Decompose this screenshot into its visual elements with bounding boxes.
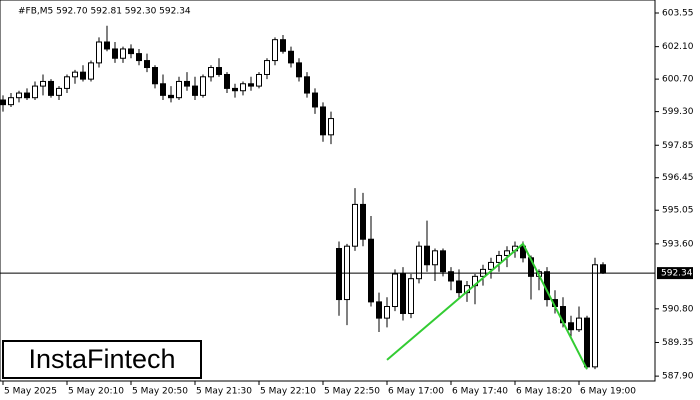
last-price-box (657, 267, 693, 280)
x-tick-label: 6 May 18:20 (516, 387, 572, 397)
candle-body (232, 87, 238, 92)
y-tick-label: 596.45 (662, 173, 694, 183)
y-tick-label: 593.60 (662, 239, 694, 249)
candle-body (592, 264, 598, 368)
candle-body (144, 60, 150, 69)
candle-body (152, 67, 158, 85)
candle-body (160, 83, 166, 96)
last-price-label: 592.34 (661, 269, 693, 279)
candle-body (600, 264, 606, 274)
candle-body (288, 50, 294, 64)
candle-body (456, 280, 462, 294)
candle-body (272, 39, 278, 62)
candle-body (104, 41, 110, 50)
candle-body (184, 80, 190, 87)
candle-body (408, 278, 414, 314)
candle-body (384, 306, 390, 319)
y-tick-label: 599.30 (662, 107, 694, 117)
candle-body (200, 76, 206, 96)
candle-body (208, 67, 214, 78)
x-tick-label: 5 May 22:50 (324, 387, 380, 397)
candle-body (112, 48, 118, 59)
x-tick-label: 5 May 21:30 (196, 387, 252, 397)
candle-body (584, 317, 590, 368)
candle-body (440, 250, 446, 273)
candle-body (392, 273, 398, 308)
candle-body (320, 106, 326, 136)
candle-body (368, 238, 374, 303)
candle-body (400, 273, 406, 314)
y-tick-label: 603.55 (662, 8, 694, 18)
candle-body (488, 261, 494, 270)
candle-body (80, 71, 86, 80)
candle-body (8, 97, 14, 106)
candle-body (48, 80, 54, 96)
y-tick-label: 602.10 (662, 42, 694, 52)
candle-body (32, 85, 38, 99)
y-tick-label: 590.80 (662, 304, 694, 314)
candle-body (568, 322, 574, 331)
pattern-line (386, 242, 588, 370)
candle-body (240, 83, 246, 92)
candle-body (72, 71, 78, 78)
candle-body (336, 248, 342, 301)
candle-body (376, 301, 382, 319)
candle-body (0, 99, 6, 106)
candle-body (136, 53, 142, 62)
y-tick-label: 587.90 (662, 372, 694, 382)
candle-body (256, 73, 262, 87)
logo: InstaFintech (28, 344, 175, 374)
candle-body (328, 118, 334, 136)
candle-body (264, 60, 270, 75)
y-tick-label: 600.70 (662, 75, 694, 85)
x-tick-label: 5 May 22:10 (260, 387, 316, 397)
candle-body (416, 245, 422, 280)
chart-title: #FB,M5 592.70 592.81 592.30 592.34 (18, 7, 191, 17)
candle-body (424, 245, 430, 266)
candle-body (168, 94, 174, 99)
candle-body (352, 203, 358, 247)
candle-body (280, 39, 286, 52)
candle-body (448, 271, 454, 282)
y-tick-label: 595.05 (662, 206, 694, 216)
candle-body (192, 85, 198, 96)
candle-body (64, 76, 70, 89)
candle-body (312, 92, 318, 108)
plot-frame (0, 0, 656, 382)
candle-body (360, 203, 366, 240)
candle-body (120, 48, 126, 59)
candle-body (96, 41, 102, 64)
candle-body (40, 80, 46, 87)
x-tick-label: 6 May 17:40 (452, 387, 508, 397)
x-tick-label: 5 May 20:10 (68, 387, 124, 397)
candle-body (176, 80, 182, 99)
candle-body (16, 92, 22, 99)
candle-body (248, 83, 254, 87)
candle-body (296, 62, 302, 78)
candle-body (88, 62, 94, 80)
y-tick-label: 589.35 (662, 338, 694, 348)
candle-body (496, 254, 502, 263)
candle-body (432, 250, 438, 266)
candle-body (128, 48, 134, 55)
candle-body (224, 73, 230, 89)
x-tick-label: 5 May 20:50 (132, 387, 188, 397)
y-tick-label: 597.85 (662, 141, 694, 151)
candle-body (216, 67, 222, 75)
candle-body (576, 317, 582, 331)
candle-body (56, 87, 62, 96)
x-tick-label: 5 May 2025 (4, 387, 57, 397)
candle-body (24, 92, 30, 99)
candle-body (520, 245, 526, 259)
candle-body (504, 250, 510, 256)
logo-box (2, 340, 202, 379)
candle-body (304, 76, 310, 94)
x-tick-label: 6 May 17:00 (388, 387, 444, 397)
x-tick-label: 6 May 19:00 (580, 387, 636, 397)
